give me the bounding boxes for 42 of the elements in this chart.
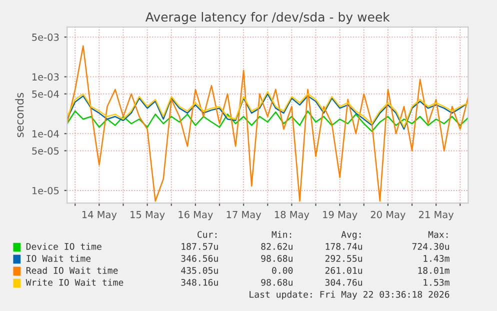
- y-tick-label: 1e-05: [32, 186, 59, 194]
- x-tick-label: 17 May: [226, 211, 262, 220]
- text: 0.00: [272, 267, 293, 274]
- legend-label: Device IO time: [26, 242, 102, 250]
- text: Avg:: [341, 231, 361, 240]
- text: 304.76u: [325, 278, 362, 286]
- x-tick-label: 19 May: [323, 210, 358, 220]
- x-tick-label: 14 May: [82, 211, 117, 220]
- y-tick-label: 1e-03: [32, 73, 59, 81]
- text: 292.55u: [325, 255, 362, 262]
- text: 724.30u: [412, 243, 449, 250]
- text: 1.43m: [424, 255, 450, 262]
- text: 18.01m: [418, 267, 450, 274]
- legend-label: Write IO Wait time: [26, 278, 124, 286]
- text: 261.01u: [325, 267, 362, 274]
- y-tick-label: 5e-03: [32, 34, 59, 41]
- text: Min:: [272, 230, 292, 238]
- legend-label: IO Wait time: [26, 254, 91, 262]
- x-tick-label: 21 May: [419, 210, 454, 220]
- text: 98.68u: [261, 278, 292, 286]
- text: Last update: Fri May 22 03:36:18 2026: [250, 290, 450, 300]
- y-tick-label: 5e-04: [32, 90, 59, 98]
- text: Max:: [428, 231, 448, 238]
- y-tick-label: 5e-05: [32, 147, 59, 155]
- text: 187.57u: [182, 243, 218, 250]
- text: 346.56u: [181, 255, 218, 262]
- x-tick-label: 15 May: [130, 211, 165, 220]
- x-tick-label: 20 May: [370, 210, 406, 220]
- x-tick-label: 16 May: [178, 210, 213, 220]
- text: 435.05u: [181, 267, 218, 274]
- legend-label: Read IO Wait time: [26, 266, 118, 274]
- chart-title: Average latency for /dev/sda - by week: [145, 12, 390, 24]
- y-tick-label: 1e-04: [32, 130, 59, 138]
- y-axis-title: seconds: [15, 92, 24, 138]
- x-tick-label: 18 May: [274, 210, 310, 220]
- text: 1.53m: [424, 278, 450, 286]
- text: 98.68u: [261, 255, 292, 262]
- text: 82.62u: [261, 243, 292, 250]
- text: Cur:: [198, 231, 217, 238]
- line-series: [67, 110, 468, 132]
- text: 178.74u: [326, 243, 362, 250]
- text: 348.16u: [181, 278, 218, 286]
